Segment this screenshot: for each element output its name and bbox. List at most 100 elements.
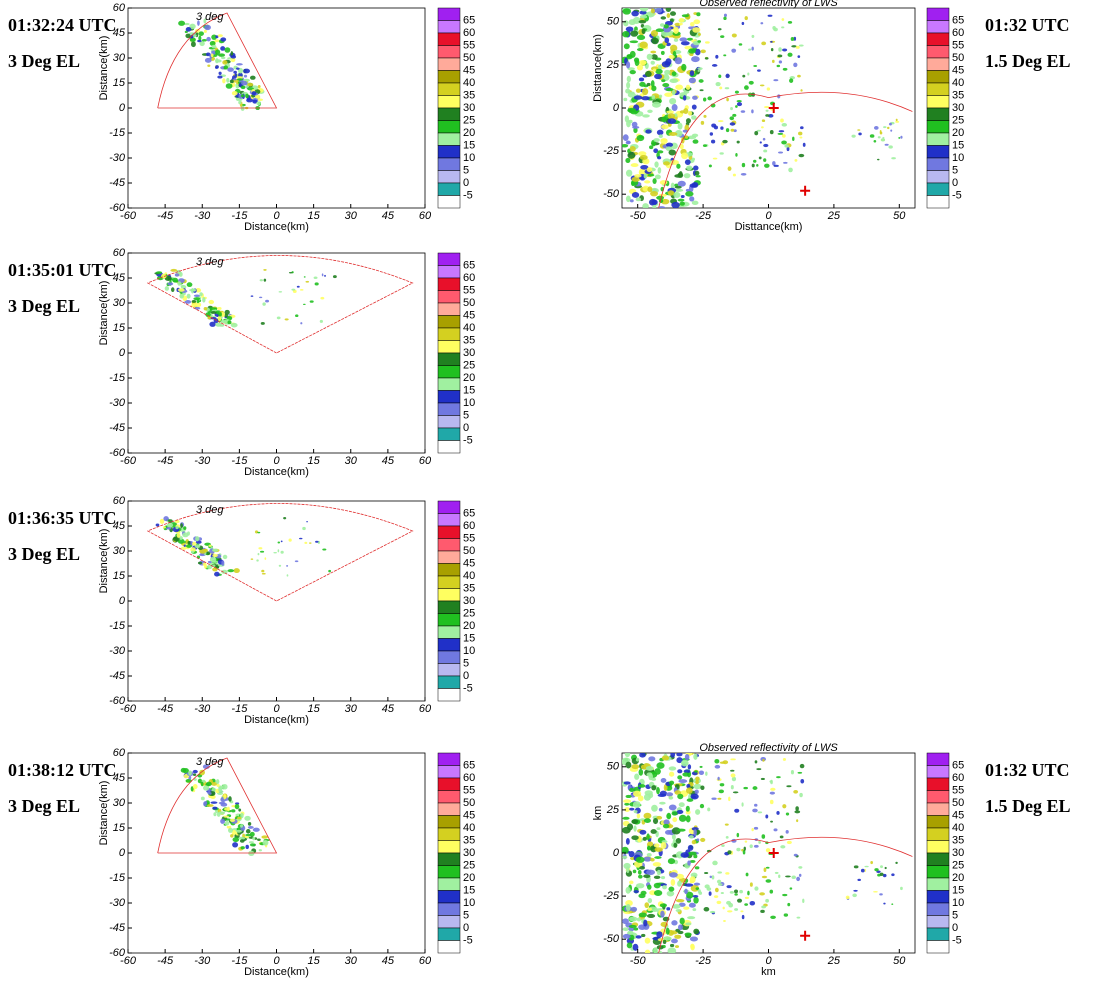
y-tick-label: -45: [109, 177, 126, 189]
colorbar-swatch: [927, 841, 949, 854]
echo: [633, 825, 636, 831]
echo: [212, 567, 217, 571]
echo: [787, 53, 792, 57]
echo: [647, 186, 652, 192]
echo: [188, 541, 191, 545]
echo: [657, 150, 663, 153]
echo: [682, 772, 689, 776]
echo: [187, 294, 191, 299]
echo-layer: [148, 256, 413, 354]
echo: [678, 924, 683, 930]
echo: [657, 870, 661, 876]
echo: [678, 199, 685, 202]
echo: [778, 874, 780, 878]
echo: [257, 532, 260, 534]
echo: [852, 894, 857, 898]
y-axis-label: Distance(km): [98, 781, 110, 846]
echo: [874, 868, 878, 871]
echo: [668, 190, 675, 195]
scan-sector: [148, 504, 413, 602]
echo: [630, 199, 634, 202]
echo: [793, 63, 797, 68]
echo: [662, 755, 669, 760]
echo: [236, 67, 240, 69]
colorbar-swatch: [438, 171, 460, 184]
echo: [291, 289, 295, 291]
echo: [763, 158, 766, 162]
echo: [233, 837, 239, 842]
echo: [726, 836, 729, 839]
echo: [287, 574, 289, 576]
plot-label: 3 deg: [196, 11, 224, 23]
echo: [262, 573, 266, 575]
colorbar-label: 25: [463, 114, 475, 126]
y-tick-label: 50: [607, 761, 620, 773]
echo: [672, 817, 677, 822]
echo: [644, 180, 650, 183]
echo: [891, 157, 896, 159]
echo: [645, 129, 651, 133]
echo: [883, 903, 885, 905]
echo: [774, 828, 778, 831]
echo: [770, 800, 774, 804]
echo: [265, 557, 267, 560]
echo: [230, 80, 234, 84]
time-label: 01:32:24 UTC: [8, 15, 117, 35]
colorbar-swatch: [438, 589, 460, 602]
panel: -60-45-30-15015304560604530150-15-30-45-…: [8, 747, 475, 978]
echo: [727, 910, 732, 912]
echo: [753, 160, 756, 163]
echo: [228, 828, 233, 833]
echo: [240, 824, 243, 828]
colorbar-label: 10: [463, 645, 475, 657]
y-tick-label: -25: [603, 145, 620, 157]
echo: [669, 98, 676, 105]
echo: [666, 792, 673, 796]
echo: [216, 779, 219, 784]
x-axis-label: Distance(km): [244, 221, 309, 233]
x-tick-label: 30: [345, 210, 358, 222]
echo: [688, 111, 692, 116]
echo: [699, 79, 704, 83]
echo: [749, 81, 754, 85]
echo: [677, 794, 683, 799]
y-axis-label: Distance(km): [98, 529, 110, 594]
echo: [686, 815, 691, 822]
echo: [754, 131, 758, 135]
colorbar-label: 55: [952, 39, 964, 51]
echo: [281, 541, 283, 543]
echo: [752, 164, 755, 168]
colorbar-label: 45: [463, 64, 475, 76]
y-tick-label: 15: [113, 570, 126, 582]
echo: [217, 784, 220, 787]
echo: [237, 817, 241, 819]
echo: [188, 770, 192, 775]
colorbar-swatch: [438, 514, 460, 527]
colorbar-label: 15: [463, 632, 475, 644]
panel: -60-45-30-15015304560604530150-15-30-45-…: [8, 247, 475, 478]
colorbar-label: 25: [463, 607, 475, 619]
echo: [651, 38, 659, 45]
echo: [777, 94, 780, 98]
echo: [669, 78, 678, 83]
colorbar-swatch: [438, 121, 460, 134]
colorbar-swatch: [438, 196, 460, 209]
echo: [693, 895, 699, 898]
echo: [761, 42, 766, 46]
echo: [796, 877, 800, 881]
echo: [259, 849, 262, 851]
echo: [791, 37, 795, 41]
echo: [627, 932, 634, 935]
echo: [245, 836, 249, 838]
echo: [626, 866, 629, 873]
echo: [768, 15, 773, 17]
echo: [698, 33, 701, 36]
x-tick-label: -45: [157, 703, 174, 715]
colorbar-label: 65: [952, 759, 964, 771]
echo: [714, 895, 718, 898]
echo: [259, 297, 262, 299]
echo: [626, 170, 632, 177]
echo: [880, 873, 884, 876]
colorbar-label: 55: [463, 784, 475, 796]
echo: [647, 167, 653, 172]
